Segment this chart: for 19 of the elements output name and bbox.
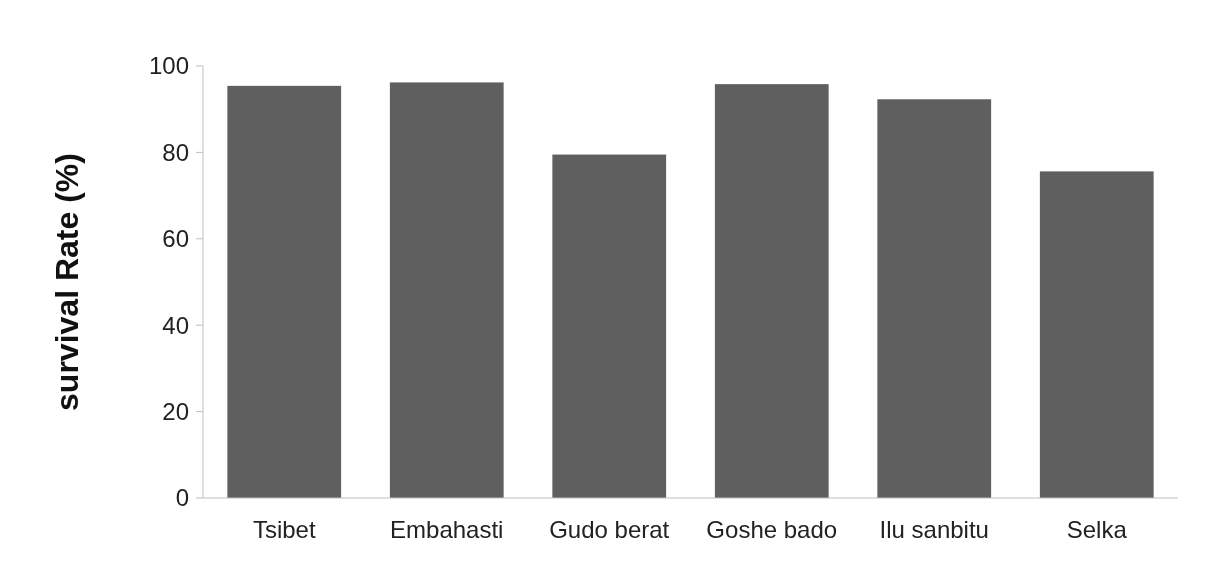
- y-tick-label: 0: [175, 484, 189, 512]
- bar: [552, 154, 667, 498]
- y-axis-title: survival Rate (%): [49, 153, 85, 411]
- x-tick-label: Embahasti: [390, 516, 504, 543]
- y-tick-label: 20: [162, 398, 189, 425]
- y-tick-label: 100: [148, 52, 189, 80]
- x-tick-label: Tsibet: [252, 516, 316, 543]
- y-tick-label: 80: [162, 138, 189, 166]
- x-tick-label: Gudo berat: [549, 516, 670, 543]
- x-tick-label: Ilu sanbitu: [879, 516, 989, 543]
- bar: [389, 82, 504, 498]
- y-tick-label: 40: [162, 311, 189, 339]
- bar: [1039, 171, 1154, 498]
- bar: [227, 85, 342, 498]
- bar: [714, 84, 829, 498]
- y-tick-label: 60: [162, 225, 189, 253]
- x-tick-label: Selka: [1066, 516, 1128, 543]
- bar: [877, 99, 992, 498]
- x-tick-label: Goshe bado: [706, 516, 838, 543]
